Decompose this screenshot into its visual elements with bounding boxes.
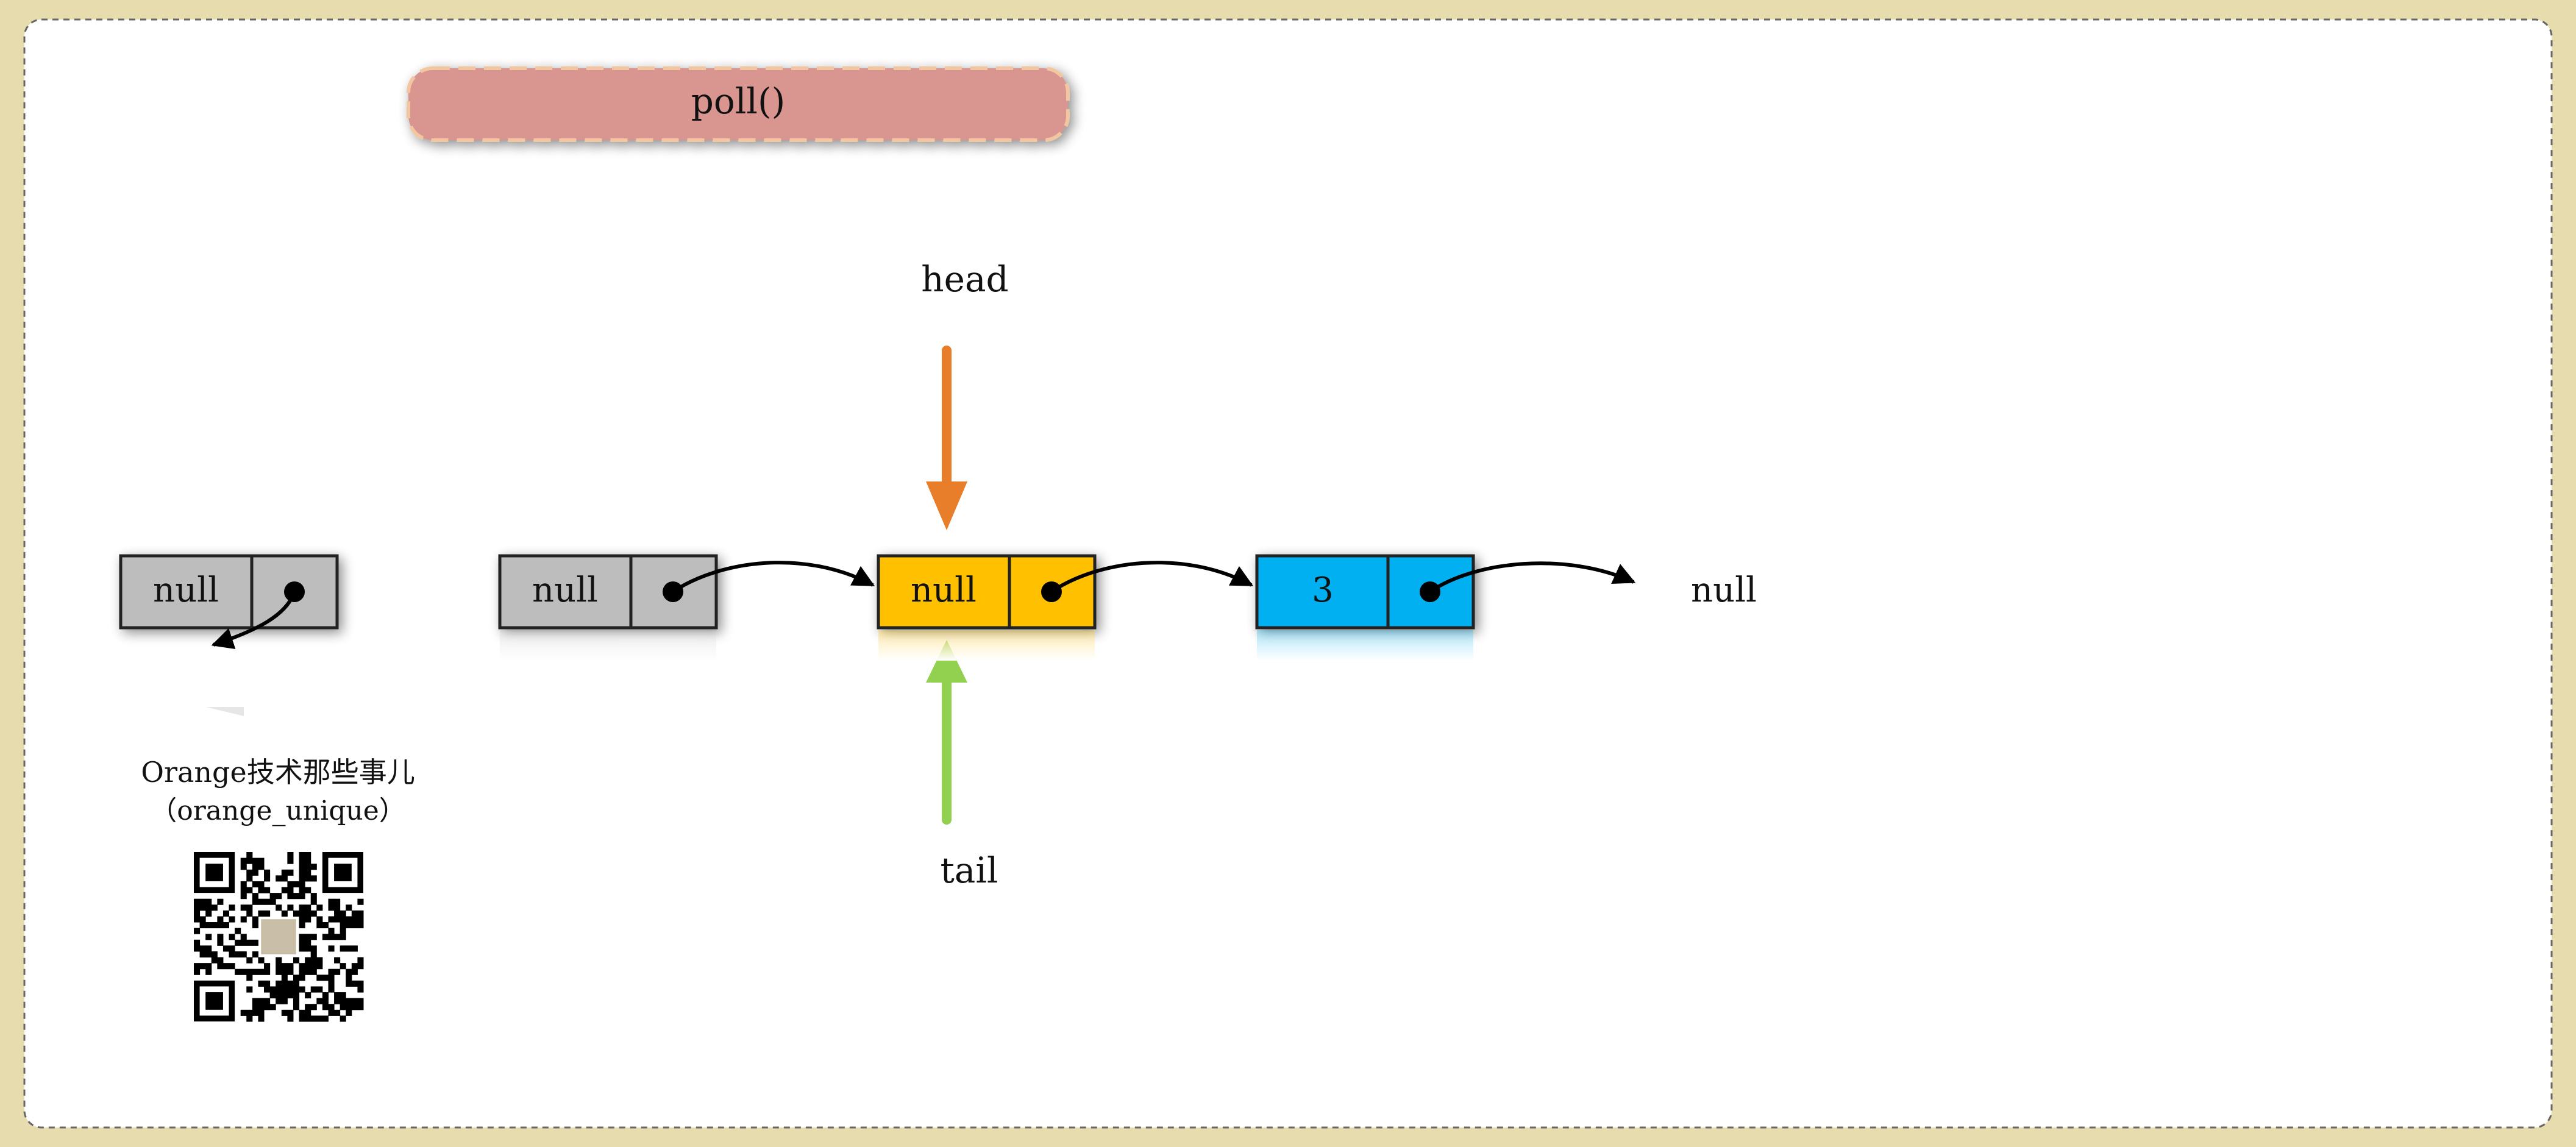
title-text: poll() — [691, 80, 785, 122]
link-arrow-next-to-null — [1429, 561, 1636, 594]
link-arrow-old-head-to-current — [672, 561, 875, 594]
old-head-node: null — [498, 554, 718, 661]
footer-account-name: Orange技术那些事儿 — [141, 756, 415, 789]
qr-code-icon — [194, 852, 364, 1022]
link-arrow-current-to-next — [1050, 561, 1254, 594]
tail-label: tail — [941, 850, 998, 891]
current-node: null — [877, 554, 1097, 661]
footer-account-id: （orange_unique） — [150, 795, 406, 826]
orphan-node: null — [119, 554, 339, 716]
current-node-value: null — [911, 570, 977, 610]
orphan-next-pointer-arrow — [211, 591, 296, 649]
next-node-value-cell — [1255, 554, 1390, 630]
tail-pointer-arrow — [926, 640, 967, 825]
title-banner — [407, 66, 1070, 142]
next-node-value: 3 — [1312, 570, 1334, 610]
next-node-next-cell — [1386, 554, 1475, 630]
orphan-node-value: null — [153, 570, 219, 610]
orphan-node-value-cell — [119, 554, 254, 630]
terminal-null-label: null — [1691, 570, 1757, 610]
old-head-node-value: null — [532, 570, 598, 610]
head-pointer-arrow — [926, 346, 967, 530]
next-node: 3 — [1255, 554, 1475, 661]
head-label: head — [921, 258, 1008, 300]
